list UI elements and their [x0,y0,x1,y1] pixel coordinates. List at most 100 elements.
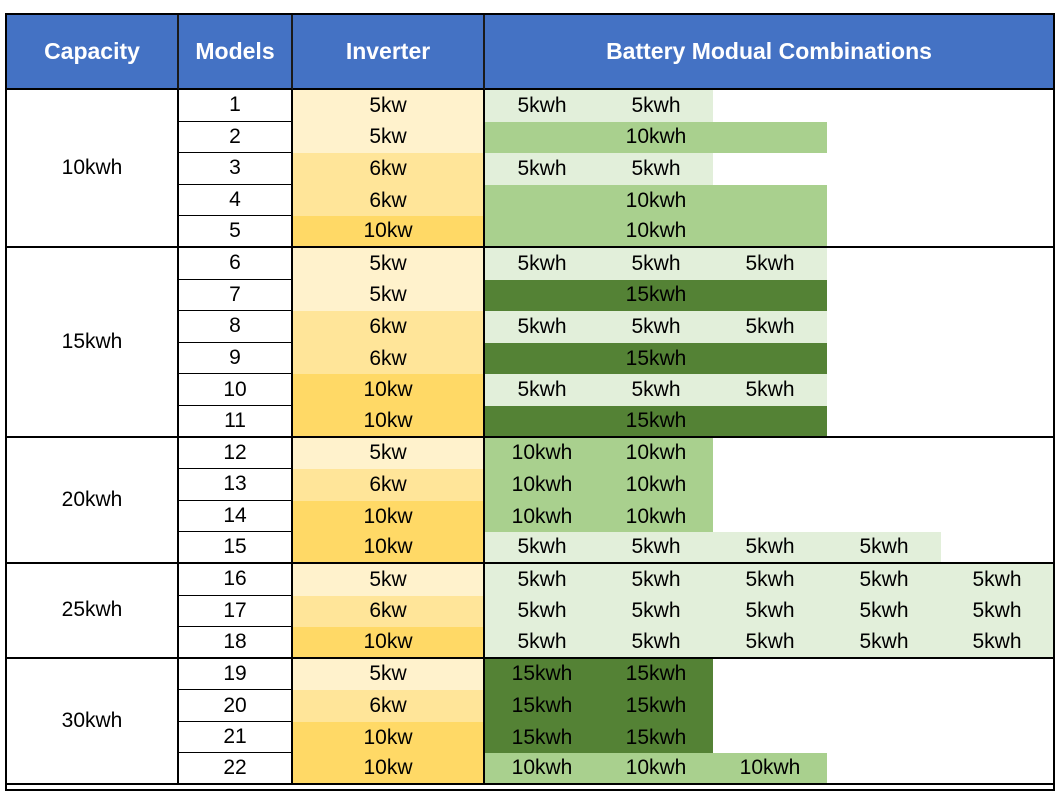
model-number-cell: 9 [179,342,293,375]
inverter-cell: 10kw [293,216,485,248]
empty-cell [713,469,1053,501]
battery-module-cell: 10kwh [485,121,827,154]
empty-cell [827,342,1053,375]
inverter-cell: 6kw [293,690,485,722]
header-battery-combinations: Battery Modual Combinations [485,15,1053,90]
battery-module-cell: 5kwh [599,595,713,628]
inverter-cell: 5kw [293,279,485,312]
battery-module-cell: 5kwh [599,311,713,343]
battery-module-cell: 10kwh [599,469,713,501]
model-number-cell: 10 [179,374,293,406]
battery-module-cell: 5kwh [941,595,1053,628]
capacity-cell: 20kwh [7,437,179,564]
model-number-cell: 18 [179,627,293,659]
battery-module-cell: 15kwh [485,721,599,754]
empty-cell [827,311,1053,343]
model-number-cell: 17 [179,595,293,628]
empty-cell [713,153,1053,185]
model-number-cell: 11 [179,405,293,438]
inverter-cell: 5kw [293,90,485,122]
battery-module-cell: 10kwh [485,184,827,217]
battery-module-cell: 5kwh [941,563,1053,596]
empty-cell [713,690,1053,722]
battery-module-cell: 5kwh [599,627,713,659]
battery-module-cell: 5kwh [599,153,713,185]
capacity-cell: 15kwh [7,247,179,438]
inverter-cell: 10kw [293,405,485,438]
battery-module-cell: 15kwh [485,658,599,691]
battery-module-cell: 5kwh [827,627,941,659]
inverter-cell: 6kw [293,595,485,628]
model-number-cell: 20 [179,690,293,722]
empty-cell [713,500,1053,533]
inverter-cell: 10kw [293,627,485,659]
inverter-cell: 6kw [293,153,485,185]
battery-module-cell: 15kwh [485,342,827,375]
battery-module-cell: 5kwh [713,532,827,564]
empty-cell [827,374,1053,406]
battery-module-cell: 5kwh [713,247,827,280]
empty-cell [827,753,1053,786]
model-number-cell: 15 [179,532,293,564]
battery-module-cell: 10kwh [713,753,827,786]
inverter-cell: 6kw [293,469,485,501]
battery-module-cell: 10kwh [599,753,713,786]
inverter-cell: 5kw [293,121,485,154]
inverter-cell: 6kw [293,342,485,375]
empty-cell [827,184,1053,217]
battery-module-cell: 10kwh [485,753,599,786]
battery-module-cell: 15kwh [599,690,713,722]
battery-module-cell: 5kwh [599,532,713,564]
inverter-cell: 10kw [293,374,485,406]
model-number-cell: 1 [179,90,293,122]
battery-module-cell: 5kwh [713,311,827,343]
battery-module-cell: 5kwh [827,532,941,564]
battery-module-cell: 15kwh [599,658,713,691]
model-number-cell: 13 [179,469,293,501]
battery-module-cell: 10kwh [485,469,599,501]
model-number-cell: 21 [179,721,293,754]
battery-module-cell: 5kwh [713,374,827,406]
battery-module-cell: 5kwh [713,595,827,628]
inverter-cell: 10kw [293,532,485,564]
empty-cell [827,216,1053,248]
inverter-cell: 10kw [293,721,485,754]
empty-cell [713,437,1053,470]
empty-cell [827,279,1053,312]
model-number-cell: 16 [179,563,293,596]
empty-cell [941,532,1053,564]
empty-cell [713,658,1053,691]
empty-cell [827,405,1053,438]
battery-module-cell: 5kwh [599,563,713,596]
capacity-cell: 30kwh [7,658,179,786]
inverter-cell: 10kw [293,753,485,786]
battery-module-cell: 10kwh [599,437,713,470]
battery-module-cell: 5kwh [827,595,941,628]
model-number-cell: 2 [179,121,293,154]
battery-module-cell: 5kwh [485,311,599,343]
inverter-cell: 6kw [293,184,485,217]
capacity-cell: 10kwh [7,90,179,248]
model-number-cell: 3 [179,153,293,185]
battery-module-cell: 5kwh [599,247,713,280]
model-number-cell: 22 [179,753,293,786]
model-number-cell: 12 [179,437,293,470]
header-inverter: Inverter [293,15,485,90]
model-number-cell: 19 [179,658,293,691]
empty-cell [827,121,1053,154]
header-models: Models [179,15,293,90]
model-number-cell: 7 [179,279,293,312]
inverter-cell: 6kw [293,311,485,343]
inverter-cell: 10kw [293,500,485,533]
inverter-cell: 5kw [293,563,485,596]
battery-module-cell: 5kwh [599,90,713,122]
empty-cell [713,90,1053,122]
battery-module-cell: 15kwh [485,279,827,312]
inverter-cell: 5kw [293,247,485,280]
model-number-cell: 4 [179,184,293,217]
battery-module-cell: 10kwh [485,437,599,470]
battery-module-cell: 5kwh [485,627,599,659]
battery-module-cell: 5kwh [713,563,827,596]
battery-module-cell: 15kwh [599,721,713,754]
battery-module-cell: 10kwh [599,500,713,533]
